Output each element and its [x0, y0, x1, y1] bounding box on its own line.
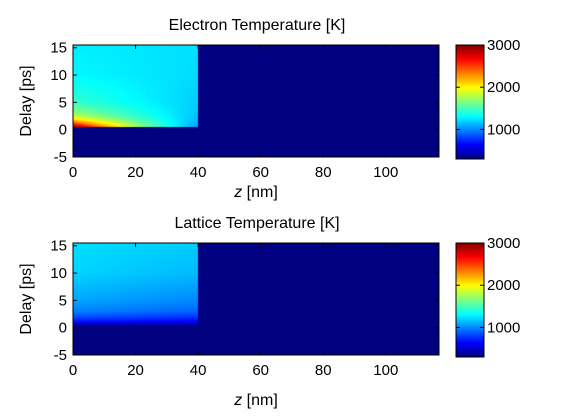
lattice-colorbar-frame — [455, 242, 485, 358]
lattice-x-axis-label: z [nm] — [233, 392, 278, 409]
lattice-x-tick-label: 60 — [252, 362, 269, 379]
electron-plot-title: Electron Temperature [K] — [169, 17, 346, 34]
electron-x-tick-label: 60 — [252, 164, 269, 181]
electron-x-axis-label: z [nm] — [233, 184, 278, 201]
lattice-x-tick-label: 80 — [315, 362, 332, 379]
lattice-x-axis-symbol: z — [233, 392, 242, 409]
lattice-colorbar-tick-label: 3000 — [487, 235, 520, 252]
electron-y-tick-label: 15 — [50, 40, 67, 57]
electron-colorbar-tick-label: 1000 — [487, 121, 520, 138]
electron-x-tick-label: 40 — [190, 164, 207, 181]
electron-colorbar-tick-label: 3000 — [487, 37, 520, 54]
lattice-x-tick-label: 20 — [127, 362, 144, 379]
lattice-x-tick-label: 40 — [190, 362, 207, 379]
electron-y-tick-label: 10 — [50, 67, 67, 84]
electron-x-axis-unit: [nm] — [247, 184, 278, 201]
electron-temperature-panel: Electron Temperature [K] 0 20 40 60 80 100 -5… — [18, 17, 520, 201]
electron-colorbar-tick-label: 2000 — [487, 79, 520, 96]
electron-x-tick-label: 0 — [69, 164, 77, 181]
electron-x-tick-label: 80 — [315, 164, 332, 181]
electron-plot-frame — [72, 44, 440, 158]
lattice-plot-title: Lattice Temperature [K] — [174, 215, 339, 232]
electron-x-ticks: 0 20 40 60 80 100 — [69, 45, 398, 181]
electron-colorbar-ticks: 1000 2000 3000 — [456, 37, 520, 138]
lattice-y-axis-label: Delay [ps] — [18, 263, 35, 334]
lattice-y-tick-label: -5 — [54, 347, 67, 364]
lattice-plot-frame — [72, 242, 440, 356]
lattice-x-axis-unit: [nm] — [247, 392, 278, 409]
lattice-x-ticks: 0 20 40 60 80 100 — [69, 243, 398, 379]
electron-colorbar-frame — [455, 44, 485, 160]
electron-y-tick-label: -5 — [54, 149, 67, 166]
electron-temperature-heatmap — [73, 45, 439, 157]
lattice-colorbar-tick-label: 2000 — [487, 277, 520, 294]
electron-y-axis-label: Delay [ps] — [18, 65, 35, 136]
electron-x-tick-label: 100 — [373, 164, 398, 181]
electron-y-tick-label: 0 — [59, 122, 67, 139]
lattice-x-tick-label: 0 — [69, 362, 77, 379]
lattice-temperature-heatmap — [73, 243, 439, 355]
lattice-colorbar-tick-label: 1000 — [487, 319, 520, 336]
electron-y-tick-label: 5 — [59, 94, 67, 111]
lattice-colorbar — [456, 243, 484, 357]
electron-colorbar — [456, 45, 484, 159]
lattice-y-tick-label: 0 — [59, 320, 67, 337]
lattice-y-ticks: -5 0 5 10 15 — [50, 238, 439, 364]
lattice-x-tick-label: 100 — [373, 362, 398, 379]
lattice-temperature-panel: Lattice Temperature [K] 0 20 40 60 80 100 -50… — [18, 215, 520, 409]
electron-y-ticks: -5 0 5 10 15 — [50, 40, 439, 166]
lattice-y-tick-label: 5 — [59, 292, 67, 309]
lattice-colorbar-ticks: 1000 2000 3000 — [456, 235, 520, 336]
electron-x-tick-label: 20 — [127, 164, 144, 181]
lattice-y-tick-label: 10 — [50, 265, 67, 282]
lattice-y-tick-label: 15 — [50, 238, 67, 255]
electron-x-axis-symbol: z — [233, 184, 242, 201]
